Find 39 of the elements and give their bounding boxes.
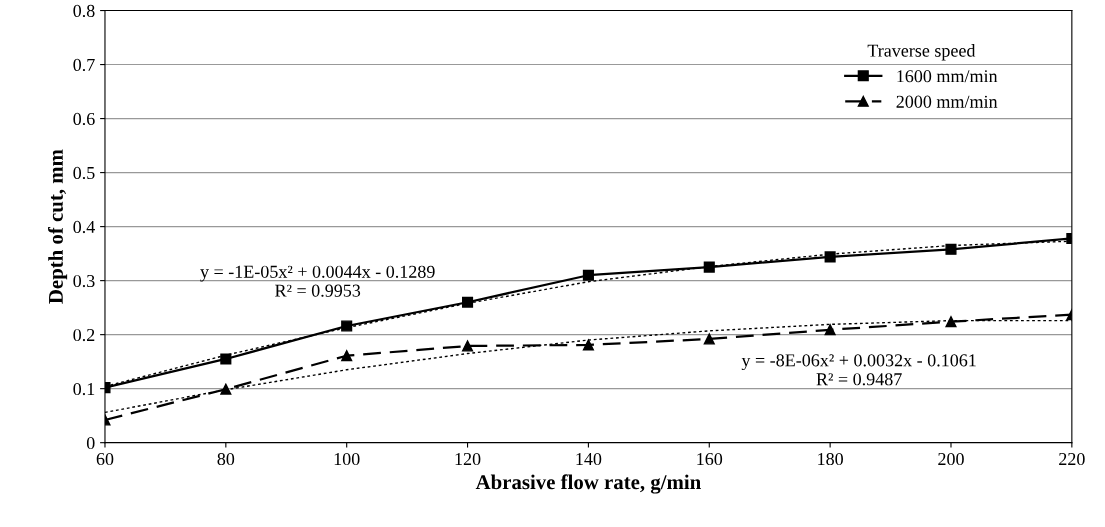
point (461, 296, 474, 308)
x-tick-label: 180 (818, 452, 843, 466)
x-tick-label: 100 (334, 452, 360, 466)
annotation: y = -1E-05x² + 0.0044x - 0.1289 R² = 0.9953 (200, 265, 435, 297)
point (220, 353, 232, 365)
y-tick-label: 0.1 (73, 382, 95, 396)
y-tick-label: 0.3 (73, 274, 95, 288)
y-tick-label: 0.4 (73, 220, 95, 234)
y-tick-label: 0.2 (73, 328, 95, 342)
x-tick-label: 220 (1059, 452, 1085, 466)
x-tick-label: 140 (576, 452, 602, 466)
point (703, 333, 715, 345)
x-tick-label: 160 (697, 452, 723, 466)
y-axis-title: Depth of cut, mm (48, 149, 68, 304)
y-tick-label: 0.8 (73, 4, 95, 18)
point (582, 269, 594, 281)
point (220, 383, 232, 395)
point (341, 350, 353, 362)
y-tick-label: 0 (86, 436, 95, 450)
point (341, 320, 353, 332)
annotation: y = -8E-06x² + 0.0032x - 0.1061 R² = 0.9487 (741, 354, 976, 386)
x-tick-label: 120 (455, 452, 481, 466)
point (824, 324, 836, 336)
y-tick-label: 0.7 (73, 58, 95, 72)
x-tick-label: 200 (938, 452, 964, 466)
legend-label: 2000 mm/min (896, 95, 998, 108)
y-tick-label: 0.6 (73, 112, 95, 126)
point (582, 339, 594, 351)
point (945, 243, 957, 255)
point (703, 261, 715, 273)
x-tick-label: 80 (217, 452, 235, 466)
x-axis-title: Abrasive flow rate, g/min (475, 474, 701, 494)
x-tick-label: 60 (96, 452, 114, 466)
y-tick-label: 0.5 (73, 166, 95, 180)
legend-title: Traverse speed (867, 44, 976, 61)
point (945, 316, 957, 328)
point (461, 340, 474, 352)
legend-label: 1600 mm/min (897, 70, 998, 83)
point (824, 251, 836, 263)
